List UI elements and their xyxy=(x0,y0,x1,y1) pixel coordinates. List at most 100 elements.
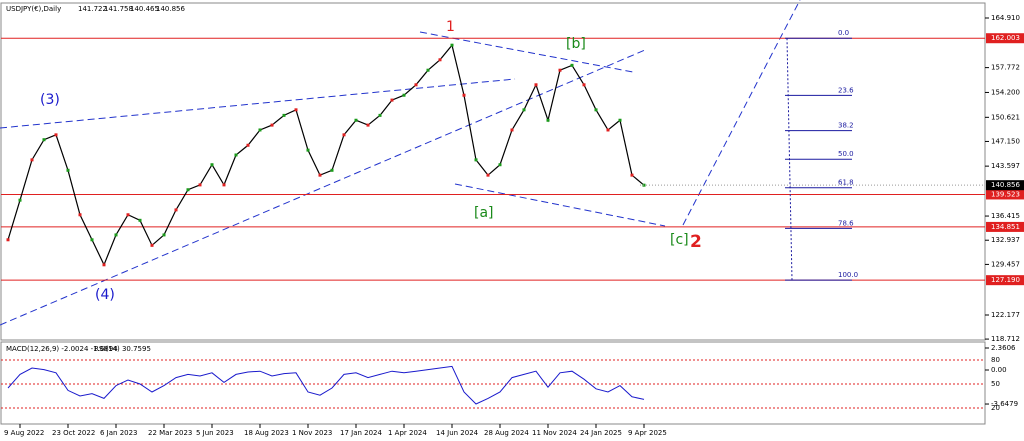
price-point xyxy=(258,128,262,132)
wave-label: [b] xyxy=(566,36,586,52)
wave-label: 1 xyxy=(446,19,455,35)
price-point xyxy=(126,213,130,217)
price-point xyxy=(402,93,406,97)
price-point xyxy=(378,113,382,117)
price-point xyxy=(78,213,82,217)
y-tick-label: 164.910 xyxy=(991,14,1020,22)
level-label: 127.190 xyxy=(991,276,1020,284)
level-box xyxy=(986,189,1024,200)
x-tick-label: 11 Nov 2024 xyxy=(532,429,577,437)
price-point xyxy=(66,168,70,172)
price-point xyxy=(306,148,310,152)
macd-title: MACD(12,26,9) -2.0024 -1.6894 xyxy=(6,345,118,353)
fib-label: 38.2 xyxy=(838,122,854,130)
wave-label: (4) xyxy=(95,287,115,303)
ohlc-value: 141.722 xyxy=(78,5,107,13)
level-label: 139.523 xyxy=(991,190,1020,198)
price-point xyxy=(162,233,166,237)
price-point xyxy=(42,138,46,142)
y-tick-label: 122.177 xyxy=(991,311,1020,319)
price-point xyxy=(174,208,178,212)
price-point xyxy=(246,143,250,147)
price-point xyxy=(462,93,466,97)
price-point xyxy=(90,238,94,242)
price-point xyxy=(570,63,574,67)
main-frame xyxy=(0,2,986,341)
x-tick-label: 6 Jan 2023 xyxy=(100,429,138,437)
price-point xyxy=(390,98,394,102)
price-point xyxy=(522,108,526,112)
price-point xyxy=(534,83,538,87)
price-point xyxy=(234,153,238,157)
fib-label: 61.8 xyxy=(838,179,854,187)
x-tick-label: 14 Jun 2024 xyxy=(436,429,479,437)
current-price-label: 140.856 xyxy=(991,181,1020,189)
price-point xyxy=(330,168,334,172)
macd-tick-label: -3.6479 xyxy=(991,400,1018,408)
y-tick-label: 154.200 xyxy=(991,88,1020,96)
y-tick-label: 129.457 xyxy=(991,260,1020,268)
macd-tick-label: 0.00 xyxy=(991,366,1007,374)
rsi-tick-label: 20 xyxy=(991,404,1000,412)
price-point xyxy=(6,238,10,242)
trend-line xyxy=(0,49,646,326)
fib-label: 23.6 xyxy=(838,86,854,94)
y-tick-label: 118.712 xyxy=(991,335,1020,343)
fib-label: 0.0 xyxy=(838,29,849,37)
ohlc-value: 140.465 xyxy=(130,5,159,13)
rsi-title: RSI(14) 30.7595 xyxy=(94,345,151,353)
chart-title: USDJPY(€),Daily xyxy=(6,5,61,13)
macd-tick-label: 2.3606 xyxy=(991,344,1016,352)
x-tick-label: 1 Apr 2024 xyxy=(388,429,427,437)
price-point xyxy=(366,123,370,127)
x-tick-label: 22 Mar 2023 xyxy=(148,429,192,437)
x-tick-label: 24 Jan 2025 xyxy=(580,429,622,437)
price-point xyxy=(102,263,106,267)
price-point xyxy=(114,233,118,237)
price-point xyxy=(618,118,622,122)
price-point xyxy=(630,173,634,177)
y-tick-label: 157.772 xyxy=(991,64,1020,72)
current-price-box xyxy=(986,180,1024,191)
level-label: 162.003 xyxy=(991,34,1020,42)
rsi-tick-label: 80 xyxy=(991,356,1000,364)
price-point xyxy=(222,183,226,187)
wave-label: 2 xyxy=(690,232,702,252)
price-point xyxy=(198,183,202,187)
trend-line xyxy=(0,78,516,129)
x-tick-label: 17 Jan 2024 xyxy=(340,429,383,437)
price-point xyxy=(270,123,274,127)
y-tick-label: 136.415 xyxy=(991,212,1020,220)
x-tick-label: 5 Jun 2023 xyxy=(196,429,234,437)
rsi-line xyxy=(7,365,645,405)
price-point xyxy=(510,128,514,132)
x-tick-label: 1 Nov 2023 xyxy=(292,429,332,437)
x-tick-label: 18 Aug 2023 xyxy=(244,429,289,437)
price-point xyxy=(546,118,550,122)
price-point xyxy=(186,188,190,192)
rsi-tick-label: 50 xyxy=(991,380,1000,388)
x-tick-label: 28 Aug 2024 xyxy=(484,429,529,437)
price-point xyxy=(594,108,598,112)
wave-label: [c] xyxy=(670,232,689,248)
price-point xyxy=(474,158,478,162)
price-point xyxy=(30,158,34,162)
y-tick-label: 150.621 xyxy=(991,113,1020,121)
y-tick-label: 147.150 xyxy=(991,137,1020,145)
price-point xyxy=(558,68,562,72)
x-tick-label: 23 Oct 2022 xyxy=(52,429,95,437)
price-point xyxy=(210,163,214,167)
price-point xyxy=(606,128,610,132)
wave-label: [a] xyxy=(474,205,494,221)
price-point xyxy=(582,83,586,87)
price-point xyxy=(282,113,286,117)
indicator-frame xyxy=(0,341,986,425)
ohlc-value: 141.758 xyxy=(104,5,133,13)
price-point xyxy=(150,243,154,247)
fib-label: 78.6 xyxy=(838,219,854,227)
price-line xyxy=(7,43,645,267)
trend-line xyxy=(682,0,801,226)
price-point xyxy=(498,163,502,167)
